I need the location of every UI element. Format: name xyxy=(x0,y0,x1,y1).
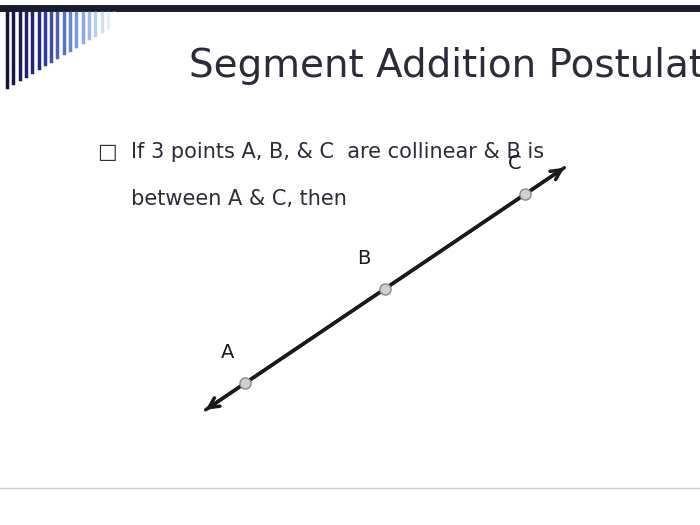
Text: between A & C, then: between A & C, then xyxy=(98,189,347,209)
Text: B: B xyxy=(357,249,370,268)
Text: A: A xyxy=(220,343,234,362)
Text: □  If 3 points A, B, & C  are collinear & B is: □ If 3 points A, B, & C are collinear & … xyxy=(98,142,544,162)
Text: Segment Addition Postulate: Segment Addition Postulate xyxy=(189,47,700,85)
Text: C: C xyxy=(508,154,521,173)
